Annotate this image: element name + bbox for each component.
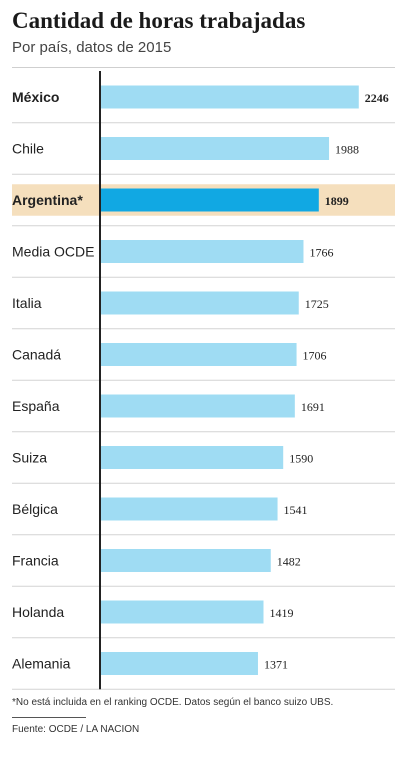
bar	[100, 85, 359, 109]
category-label: Italia	[12, 295, 42, 311]
category-label: Alemania	[12, 656, 71, 672]
bar	[100, 291, 299, 315]
value-label: 1419	[269, 606, 293, 620]
value-label: 1706	[303, 349, 327, 363]
bar	[100, 137, 330, 160]
top-divider	[12, 67, 395, 68]
bar	[100, 600, 264, 624]
value-label: 1371	[264, 658, 288, 672]
value-label: 2246	[365, 91, 389, 105]
value-label: 1482	[277, 555, 301, 569]
category-label: Argentina*	[12, 192, 83, 208]
bar	[100, 652, 258, 675]
chart-subtitle: Por país, datos de 2015	[12, 39, 172, 56]
bar	[100, 240, 304, 263]
chart-title: Cantidad de horas trabajadas	[12, 8, 306, 33]
value-label: 1691	[301, 400, 325, 414]
bar	[100, 188, 319, 212]
category-label: México	[12, 89, 59, 105]
category-label: Canadá	[12, 347, 61, 363]
category-label: Bélgica	[12, 501, 58, 517]
value-label: 1988	[335, 143, 359, 157]
chart-source: Fuente: OCDE / LA NACION	[12, 724, 140, 735]
bar	[100, 446, 284, 469]
value-label: 1899	[325, 194, 349, 208]
category-label: Suiza	[12, 450, 47, 466]
bar	[100, 549, 271, 572]
chart-footnote: *No está incluida en el ranking OCDE. Da…	[12, 697, 334, 708]
category-label: Holanda	[12, 604, 64, 620]
source-divider	[12, 717, 86, 718]
category-label: España	[12, 398, 60, 414]
value-label: 1590	[289, 452, 313, 466]
bar	[100, 394, 295, 418]
value-label: 1766	[309, 246, 333, 260]
value-label: 1541	[284, 503, 308, 517]
bar	[100, 343, 297, 366]
category-label: Francia	[12, 553, 59, 569]
bar-chart: México 2246 Chile 1988 Argentina* 1899 Media O…	[12, 71, 395, 690]
bar	[100, 497, 278, 521]
category-label: Media OCDE	[12, 244, 94, 260]
value-label: 1725	[305, 297, 329, 311]
category-label: Chile	[12, 141, 44, 157]
